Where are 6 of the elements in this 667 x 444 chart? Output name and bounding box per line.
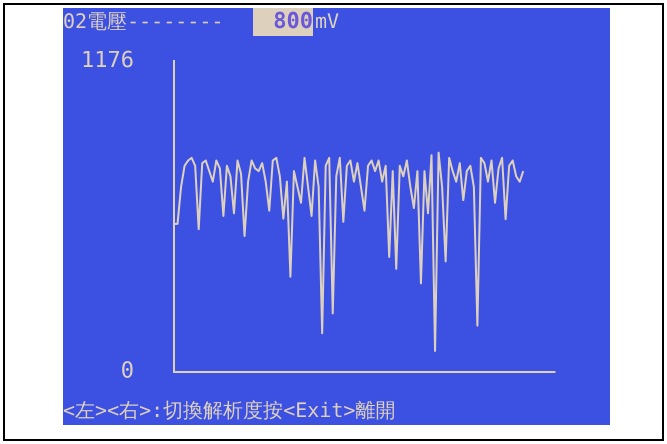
y-tick-label: 1176 — [81, 48, 134, 73]
y-tick-label: 0 — [120, 358, 134, 384]
text: mV — [315, 8, 340, 34]
chart-title: 02電壓-------- — [63, 8, 224, 34]
text: <左><右>:切換解析度按<Exit>離開 — [63, 397, 396, 423]
text: 800 — [253, 8, 313, 36]
